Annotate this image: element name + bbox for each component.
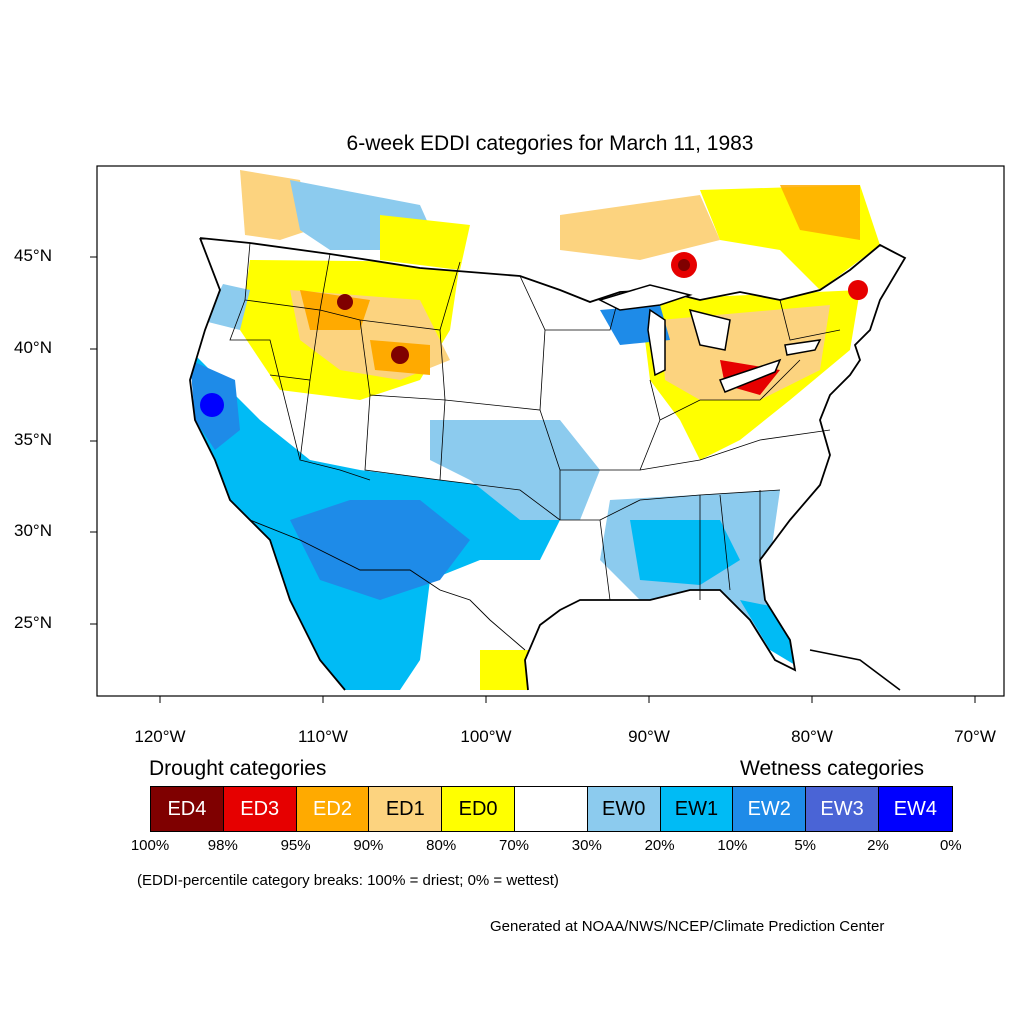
wetness-categories-label: Wetness categories — [740, 757, 925, 780]
lon-ticks — [159, 696, 976, 703]
legend-box-ew4: EW4 — [878, 787, 952, 831]
wyoming-ed4-spot — [391, 346, 409, 364]
percentile-break-label: 20% — [644, 837, 675, 854]
lon-label-80: 80°W — [791, 727, 833, 746]
percentile-break-label: 95% — [280, 837, 311, 854]
ontario-ed4-core — [678, 259, 690, 271]
lon-label-110: 110°W — [298, 727, 348, 746]
percentile-break-label: 100% — [130, 837, 170, 854]
drought-categories-label: Drought categories — [149, 757, 327, 780]
lat-label-40: 40°N — [14, 338, 52, 357]
cuba-outline — [809, 649, 901, 691]
quebec-orange-region — [780, 185, 860, 240]
legend-box-ed4: ED4 — [151, 787, 224, 831]
canada-east-dry-region — [560, 195, 720, 260]
category-breaks-note: (EDDI-percentile category breaks: 100% =… — [137, 872, 559, 889]
percentile-break-label: 2% — [867, 837, 889, 854]
legend-box-ew1: EW1 — [660, 787, 734, 831]
conus-outline — [189, 237, 907, 691]
map-title: 6-week EDDI categories for March 11, 198… — [346, 132, 754, 155]
percentile-break-label: 30% — [571, 837, 602, 854]
lon-label-100: 100°W — [460, 727, 512, 746]
lake-superior — [597, 284, 693, 311]
lake-huron — [688, 308, 731, 351]
legend-box-ew2: EW2 — [733, 787, 807, 831]
legend-box-ew0: EW0 — [587, 787, 661, 831]
legend-box-ed1: ED1 — [369, 787, 443, 831]
southeast-ew1-region — [630, 520, 740, 585]
maine-ed3-spot — [848, 280, 868, 300]
lake-erie — [718, 358, 782, 393]
plains-ew0-region — [430, 420, 600, 520]
lat-label-30: 30°N — [14, 521, 52, 540]
state-borders — [229, 242, 841, 601]
texas-yellow-region — [480, 650, 530, 690]
percentile-break-label: 98% — [207, 837, 238, 854]
canada-central-dry-region — [380, 215, 470, 270]
category-legend: ED4 ED3 ED2 ED1 ED0 EW0 EW1 EW2 EW3 EW4 — [150, 786, 953, 832]
montana-ed4-spot — [337, 294, 353, 310]
lat-label-35: 35°N — [14, 430, 52, 449]
percentile-break-label: 5% — [794, 837, 817, 854]
percentile-break-label: 10% — [717, 837, 748, 854]
percentile-break-label: 0% — [939, 837, 962, 854]
lon-label-120: 120°W — [134, 727, 186, 746]
lat-label-45: 45°N — [14, 246, 52, 265]
california-ew4-spot — [200, 393, 224, 417]
legend-box-ed0: ED0 — [442, 787, 515, 831]
lat-label-25: 25°N — [14, 613, 52, 632]
percentile-break-label: 80% — [426, 837, 457, 854]
percentile-break-label: 90% — [353, 837, 384, 854]
legend-box-normal — [514, 787, 588, 831]
florida-wet-region — [740, 600, 795, 665]
legend-box-ew3: EW3 — [806, 787, 879, 831]
percentile-break-label: 70% — [498, 837, 530, 854]
lake-michigan — [647, 308, 666, 377]
lon-label-90: 90°W — [628, 727, 670, 746]
lake-ontario — [784, 339, 822, 356]
map-frame — [96, 165, 1005, 697]
lat-ticks — [90, 256, 97, 625]
legend-box-ed3: ED3 — [223, 787, 297, 831]
legend-box-ed2: ED2 — [296, 787, 370, 831]
southwest-ew2-region — [290, 500, 470, 600]
credit-line: Generated at NOAA/NWS/NCEP/Climate Predi… — [490, 918, 885, 935]
mexico-border — [249, 519, 526, 651]
lon-label-70: 70°W — [954, 727, 996, 746]
